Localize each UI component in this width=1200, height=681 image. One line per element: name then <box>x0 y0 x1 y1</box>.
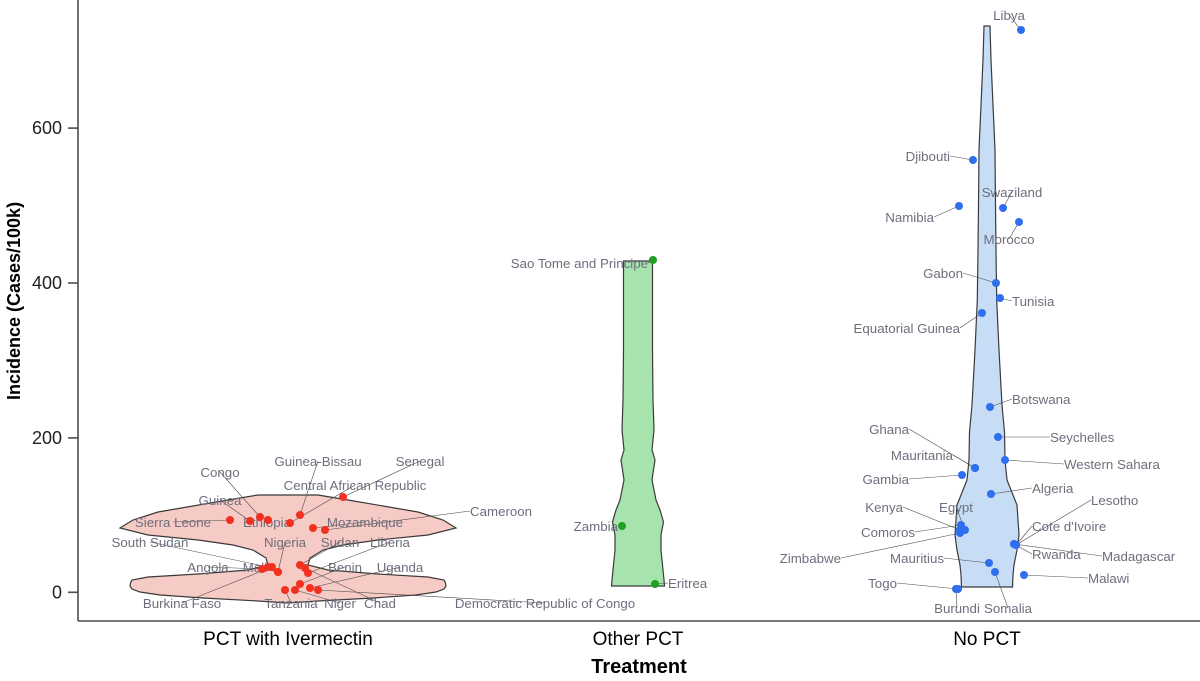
svg-text:0: 0 <box>52 582 62 602</box>
svg-text:Botswana: Botswana <box>1012 392 1071 407</box>
svg-text:Madagascar: Madagascar <box>1102 549 1176 564</box>
svg-text:Other PCT: Other PCT <box>593 629 684 650</box>
svg-text:Chad: Chad <box>364 596 396 611</box>
svg-text:Central African Republic: Central African Republic <box>284 478 427 493</box>
svg-text:Benin: Benin <box>328 560 362 575</box>
svg-text:Swaziland: Swaziland <box>982 185 1043 200</box>
svg-text:Eritrea: Eritrea <box>668 576 708 591</box>
svg-text:Zimbabwe: Zimbabwe <box>780 551 841 566</box>
svg-text:Liberia: Liberia <box>370 535 411 550</box>
svg-text:Mauritius: Mauritius <box>890 551 944 566</box>
svg-text:Gabon: Gabon <box>923 266 963 281</box>
svg-text:Namibia: Namibia <box>885 210 934 225</box>
svg-text:Tanzania: Tanzania <box>264 596 318 611</box>
svg-text:Burkina Faso: Burkina Faso <box>143 596 221 611</box>
svg-text:Algeria: Algeria <box>1032 481 1074 496</box>
svg-text:Libya: Libya <box>993 8 1025 23</box>
svg-text:Guinea-Bissau: Guinea-Bissau <box>274 454 361 469</box>
svg-text:Djibouti: Djibouti <box>906 149 950 164</box>
svg-text:Western Sahara: Western Sahara <box>1064 457 1160 472</box>
svg-text:Burundi: Burundi <box>934 601 980 616</box>
svg-text:Zambia: Zambia <box>574 519 619 534</box>
svg-text:Ghana: Ghana <box>869 422 910 437</box>
svg-text:Togo: Togo <box>868 576 897 591</box>
svg-text:Cameroon: Cameroon <box>470 504 532 519</box>
svg-text:Congo: Congo <box>200 465 239 480</box>
svg-text:200: 200 <box>32 428 62 448</box>
svg-text:Cote d'Ivoire: Cote d'Ivoire <box>1032 519 1106 534</box>
svg-text:Sudan: Sudan <box>321 535 359 550</box>
svg-text:Kenya: Kenya <box>865 500 903 515</box>
svg-text:South Sudan: South Sudan <box>112 535 189 550</box>
svg-text:Comoros: Comoros <box>861 525 915 540</box>
svg-text:Egypt: Egypt <box>939 500 973 515</box>
svg-text:Malawi: Malawi <box>1088 571 1129 586</box>
svg-text:Mauritania: Mauritania <box>891 448 954 463</box>
svg-text:Democratic Republic of Congo: Democratic Republic of Congo <box>455 596 635 611</box>
svg-text:Rwanda: Rwanda <box>1032 547 1081 562</box>
svg-text:Nigeria: Nigeria <box>264 535 307 550</box>
svg-text:Uganda: Uganda <box>377 560 424 575</box>
svg-text:Incidence (Cases/100k): Incidence (Cases/100k) <box>4 202 24 400</box>
svg-text:600: 600 <box>32 118 62 138</box>
svg-text:Niger: Niger <box>324 596 356 611</box>
svg-text:Treatment: Treatment <box>591 656 687 678</box>
svg-text:Sao Tome and Principe: Sao Tome and Principe <box>511 256 648 271</box>
svg-text:Angola: Angola <box>187 560 229 575</box>
svg-text:Sierra Leone: Sierra Leone <box>135 515 211 530</box>
svg-text:Lesotho: Lesotho <box>1091 493 1138 508</box>
svg-text:Equatorial Guinea: Equatorial Guinea <box>854 321 961 336</box>
svg-text:Tunisia: Tunisia <box>1012 294 1055 309</box>
svg-text:400: 400 <box>32 273 62 293</box>
svg-text:Guinea: Guinea <box>199 493 242 508</box>
svg-text:Somalia: Somalia <box>984 601 1033 616</box>
svg-text:Gambia: Gambia <box>862 472 909 487</box>
svg-text:Morocco: Morocco <box>984 232 1035 247</box>
svg-text:Mozambique: Mozambique <box>327 515 403 530</box>
svg-text:No PCT: No PCT <box>953 629 1021 650</box>
svg-text:Senegal: Senegal <box>396 454 445 469</box>
svg-text:PCT with Ivermectin: PCT with Ivermectin <box>203 629 373 650</box>
svg-text:Seychelles: Seychelles <box>1050 430 1115 445</box>
